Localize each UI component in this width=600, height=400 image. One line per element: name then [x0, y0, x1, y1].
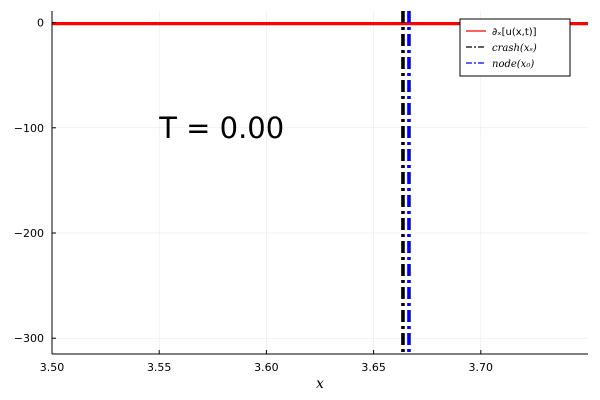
time-annotation: T = 0.00	[158, 111, 284, 145]
legend-label: crash(xₛ)	[492, 43, 537, 54]
x-tick-label: 3.70	[469, 361, 494, 374]
axes	[51, 11, 588, 355]
y-tick-label: −100	[14, 122, 44, 135]
tick-labels: 3.50 3.55 3.60 3.65 3.70 0 −100 −200 −300	[14, 17, 493, 374]
y-tick-label: −200	[14, 227, 44, 240]
x-tick-label: 3.65	[361, 361, 386, 374]
x-tick-label: 3.50	[40, 361, 65, 374]
legend-label: node(x₀)	[492, 59, 534, 70]
x-axis-label: x	[316, 376, 324, 392]
legend: ∂ₓ[u(x,t)] crash(xₛ) node(x₀)	[459, 18, 571, 77]
x-tick-label: 3.55	[147, 361, 172, 374]
y-tick-label: −300	[14, 332, 44, 345]
legend-label: ∂ₓ[u(x,t)]	[492, 27, 537, 38]
y-tick-label: 0	[37, 17, 44, 30]
x-tick-label: 3.60	[254, 361, 279, 374]
